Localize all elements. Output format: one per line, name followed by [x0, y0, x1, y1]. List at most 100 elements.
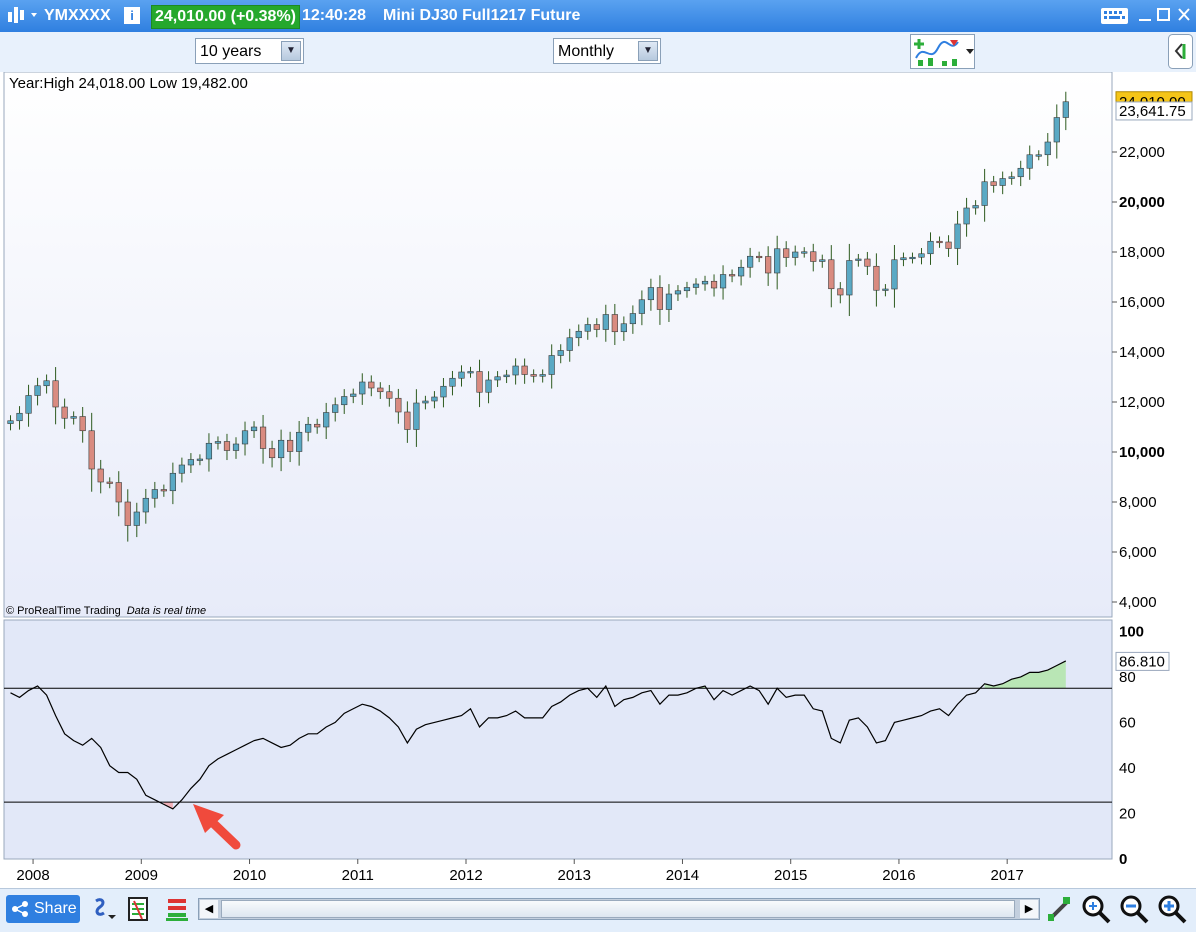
candle-body — [882, 288, 889, 291]
prev-close-label: 23,641.75 — [1119, 103, 1186, 120]
close-icon[interactable] — [1175, 0, 1193, 32]
time-axis-bg — [4, 861, 1112, 887]
indicator-tick-label: 60 — [1119, 714, 1136, 731]
indicator-last-box — [1115, 651, 1170, 671]
chevron-down-icon: ▼ — [638, 41, 658, 61]
collapse-panel-icon[interactable] — [1168, 34, 1194, 70]
share-button[interactable]: Share — [6, 895, 80, 923]
chart-menu-icon[interactable] — [4, 0, 42, 32]
price-tick-label: 6,000 — [1119, 544, 1157, 561]
candle-body — [828, 259, 835, 290]
candle-body — [548, 355, 555, 375]
candle-body — [954, 223, 961, 249]
indicator-tick-label: 100 — [1119, 623, 1144, 640]
drawing-tools-icon[interactable] — [1045, 894, 1075, 924]
properties-icon[interactable] — [127, 896, 151, 922]
indicator-series — [4, 660, 1112, 810]
candle-body — [178, 464, 185, 474]
price-tick-label: 14,000 — [1119, 344, 1165, 361]
candle-body — [187, 459, 194, 466]
auto-zoom-icon[interactable] — [1080, 893, 1112, 925]
candle-body — [1008, 176, 1015, 179]
candle-body — [719, 274, 727, 289]
candle-body — [810, 251, 817, 262]
candle-body — [999, 178, 1006, 186]
time-tick-label: 2015 — [774, 867, 807, 884]
time-tick-label: 2017 — [990, 867, 1023, 884]
time-tick-label: 2008 — [16, 867, 49, 884]
maximize-icon[interactable] — [1155, 0, 1173, 32]
candle-body — [747, 255, 754, 268]
interval-select[interactable]: Monthly ▼ — [553, 38, 661, 64]
scrollbar-thumb[interactable] — [221, 900, 1015, 918]
candle-body — [61, 406, 68, 419]
time-axis: 2008 2009 2010 2011 2012 2013 2014 2015 2016 2017 — [4, 859, 1112, 887]
indicator-panel — [3, 619, 1113, 860]
candlestick-series — [7, 91, 1069, 542]
keyboard-icon[interactable] — [1098, 0, 1132, 32]
candle-body — [945, 241, 952, 249]
period-select-value: 10 years — [200, 43, 262, 60]
symbol-label[interactable]: YMXXXX — [44, 7, 111, 24]
candle-body — [620, 323, 627, 333]
candle-body — [377, 387, 384, 393]
candle-body — [728, 274, 736, 277]
candle-body — [467, 371, 474, 374]
candle-body — [665, 293, 673, 310]
candle-body — [891, 259, 898, 290]
year-range-info: Year:High 24,018.00 Low 19,482.00 — [9, 75, 248, 92]
info-icon[interactable]: i — [124, 7, 140, 24]
candle-body — [494, 376, 501, 381]
minimize-icon[interactable] — [1136, 0, 1154, 32]
period-select[interactable]: 10 years ▼ — [195, 38, 304, 64]
candle-body — [674, 290, 682, 295]
candle-body — [25, 395, 32, 414]
zoom-out-icon[interactable] — [1118, 893, 1150, 925]
candle-body — [584, 324, 591, 332]
candle-body — [341, 396, 348, 406]
title-bar: YMXXXX i 24,010.00 (+0.38%) 12:40:28 Min… — [0, 0, 1196, 32]
candle-body — [837, 288, 844, 296]
candle-body — [314, 423, 321, 428]
instrument-name: Mini DJ30 Full1217 Future — [383, 7, 581, 24]
zoom-in-icon[interactable] — [1156, 893, 1188, 925]
candle-body — [846, 260, 853, 296]
indicator-tick-label: 0 — [1119, 851, 1127, 868]
candle-body — [386, 391, 393, 399]
horizontal-scrollbar[interactable]: ◀ ▶ — [198, 898, 1040, 920]
indicator-line — [10, 660, 1067, 810]
candle-body — [232, 443, 240, 451]
scroll-right-icon[interactable]: ▶ — [1020, 900, 1038, 918]
indicator-tick-label: 20 — [1119, 805, 1136, 822]
candle-body — [458, 371, 465, 379]
candle-body — [16, 412, 23, 422]
price-tick-label: 20,000 — [1119, 194, 1165, 211]
candle-body — [521, 365, 528, 375]
candle-body — [88, 430, 95, 470]
candle-body — [449, 377, 456, 387]
scroll-left-icon[interactable]: ◀ — [200, 900, 218, 918]
candle-body — [79, 416, 86, 432]
candle-body — [160, 489, 167, 492]
candle-body — [296, 431, 303, 452]
price-change-badge: 24,010.00 (+0.38%) — [151, 5, 300, 29]
time-label: 12:40:28 — [302, 7, 367, 24]
link-icon[interactable] — [90, 895, 118, 923]
status-bar: Share ◀ ▶ — [0, 888, 1196, 932]
order-book-icon[interactable] — [164, 896, 192, 922]
candle-body — [593, 324, 600, 330]
add-indicator-button[interactable] — [910, 34, 976, 70]
candle-body — [124, 501, 131, 526]
chevron-down-icon: ▼ — [281, 41, 301, 61]
chart-area[interactable]: Year:High 24,018.00 Low 19,482.00 © ProR… — [0, 72, 1196, 888]
candle-body — [268, 448, 276, 459]
candle-body — [656, 287, 664, 310]
candle-body — [756, 255, 763, 259]
candle-body — [864, 258, 871, 267]
candle-body — [566, 337, 573, 351]
watermark: © ProRealTime Trading Data is real time — [6, 605, 206, 617]
time-tick-label: 2009 — [125, 867, 158, 884]
candle-body — [701, 280, 709, 285]
candle-body — [1044, 141, 1051, 156]
time-tick-label: 2016 — [882, 867, 915, 884]
